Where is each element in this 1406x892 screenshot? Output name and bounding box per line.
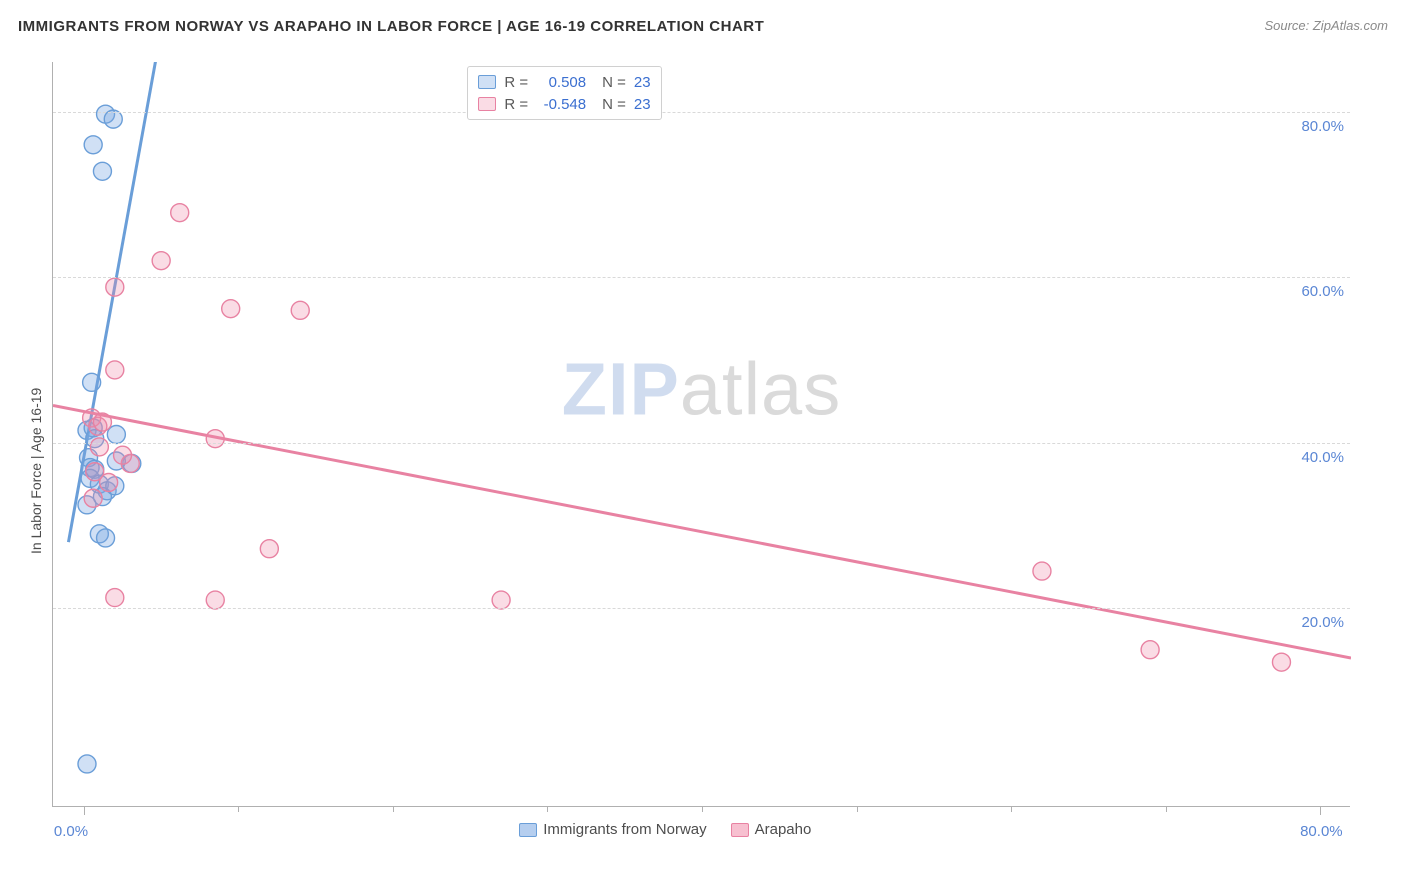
legend-swatch [731, 823, 749, 837]
watermark-zip: ZIP [562, 348, 680, 431]
legend-correlation: R = 0.508 N = 23 R = -0.548 N = 23 [467, 66, 661, 120]
y-tick-label: 20.0% [1301, 614, 1344, 631]
y-tick-label: 80.0% [1301, 118, 1344, 135]
x-tick [702, 806, 703, 812]
x-tick [238, 806, 239, 812]
gridline-h [53, 608, 1350, 609]
gridline-h [53, 443, 1350, 444]
legend-swatch [478, 97, 496, 111]
x-tick-label: 80.0% [1300, 823, 1343, 840]
legend-correlation-row: R = -0.548 N = 23 [478, 93, 650, 115]
gridline-h [53, 112, 1350, 113]
legend-n-value: 23 [634, 96, 651, 113]
x-tick [547, 806, 548, 812]
chart-source: Source: ZipAtlas.com [1264, 18, 1388, 33]
legend-swatch [478, 75, 496, 89]
x-tick [857, 806, 858, 812]
legend-series-item: Immigrants from Norway [519, 821, 706, 838]
legend-swatch [519, 823, 537, 837]
y-tick-label: 60.0% [1301, 283, 1344, 300]
legend-series-label: Immigrants from Norway [543, 821, 706, 838]
y-tick-label: 40.0% [1301, 449, 1344, 466]
legend-n-label: N = [602, 74, 626, 91]
plot-area: ZIPatlas 20.0%40.0%60.0%80.0%0.0%80.0% [52, 62, 1350, 807]
legend-n-label: N = [602, 96, 626, 113]
legend-r-label: R = [504, 96, 528, 113]
legend-r-label: R = [504, 74, 528, 91]
x-tick [1166, 806, 1167, 812]
legend-r-value: 0.508 [536, 74, 586, 91]
legend-correlation-row: R = 0.508 N = 23 [478, 71, 650, 93]
x-tick [1011, 806, 1012, 812]
x-tick-label: 0.0% [54, 823, 88, 840]
watermark-atlas: atlas [680, 348, 841, 431]
legend-series-label: Arapaho [755, 821, 812, 838]
x-tick [1320, 806, 1321, 815]
legend-series-item: Arapaho [731, 821, 812, 838]
legend-n-value: 23 [634, 74, 651, 91]
chart-container: IMMIGRANTS FROM NORWAY VS ARAPAHO IN LAB… [0, 0, 1406, 892]
x-tick [84, 806, 85, 815]
chart-title: IMMIGRANTS FROM NORWAY VS ARAPAHO IN LAB… [18, 18, 764, 35]
gridline-h [53, 277, 1350, 278]
title-bar: IMMIGRANTS FROM NORWAY VS ARAPAHO IN LAB… [18, 18, 1388, 48]
legend-r-value: -0.548 [536, 96, 586, 113]
y-axis-title: In Labor Force | Age 16-19 [28, 387, 44, 553]
legend-series: Immigrants from Norway Arapaho [519, 821, 811, 838]
watermark: ZIPatlas [562, 347, 841, 432]
x-tick [393, 806, 394, 812]
chart-svg [53, 62, 1351, 807]
